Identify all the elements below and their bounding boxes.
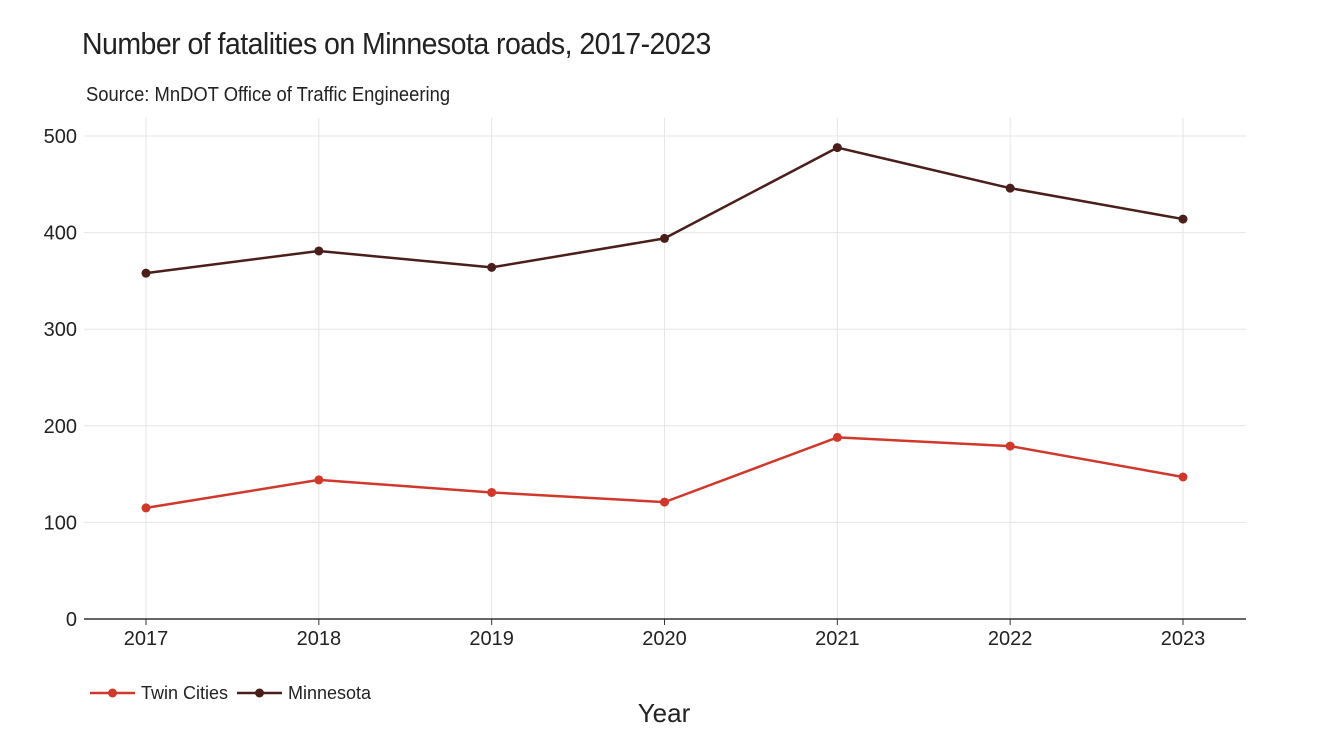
data-point-twin-cities [141, 503, 151, 513]
gridlines [84, 118, 1246, 619]
legend-marker-twin-cities [108, 688, 117, 698]
axes: 0 100 200 300 400 500 2017 2018 2019 2020 2021 2022… [44, 126, 1246, 650]
data-point-minnesota [314, 246, 324, 256]
x-tick-label: 2017 [124, 628, 169, 650]
data-point-minnesota [487, 262, 497, 272]
data-point-minnesota [660, 233, 669, 243]
y-tick-label: 0 [66, 609, 77, 631]
series-layer [141, 143, 1188, 513]
data-point-twin-cities [1178, 472, 1188, 482]
chart-subtitle: Source: MnDOT Office of Traffic Engineer… [86, 84, 451, 106]
data-point-minnesota [1178, 214, 1188, 224]
x-tick-label: 2022 [988, 628, 1033, 650]
x-tick-label: 2018 [297, 628, 342, 650]
x-tick-label: 2021 [815, 628, 860, 650]
data-point-twin-cities [1005, 441, 1015, 451]
data-point-twin-cities [660, 497, 669, 507]
y-tick-label: 100 [44, 512, 77, 534]
legend-marker-minnesota [255, 688, 264, 698]
data-point-minnesota [141, 268, 151, 278]
data-point-minnesota [1005, 183, 1015, 193]
y-tick-label: 300 [44, 319, 77, 341]
x-tick-label: 2023 [1161, 628, 1206, 650]
data-point-twin-cities [314, 475, 324, 485]
data-point-twin-cities [487, 487, 497, 497]
legend-label-twin-cities: Twin Cities [141, 683, 228, 703]
data-point-minnesota [832, 143, 842, 153]
y-tick-label: 400 [44, 223, 77, 245]
data-point-twin-cities [832, 432, 842, 442]
legend: Twin Cities Minnesota [90, 683, 372, 703]
chart-title: Number of fatalities on Minnesota roads,… [82, 26, 711, 61]
x-tick-label: 2020 [642, 628, 687, 650]
x-axis-title: Year [638, 698, 691, 728]
y-tick-label: 200 [44, 416, 77, 438]
legend-label-minnesota: Minnesota [288, 683, 372, 703]
x-tick-label: 2019 [469, 628, 514, 650]
y-tick-label: 500 [44, 126, 77, 148]
